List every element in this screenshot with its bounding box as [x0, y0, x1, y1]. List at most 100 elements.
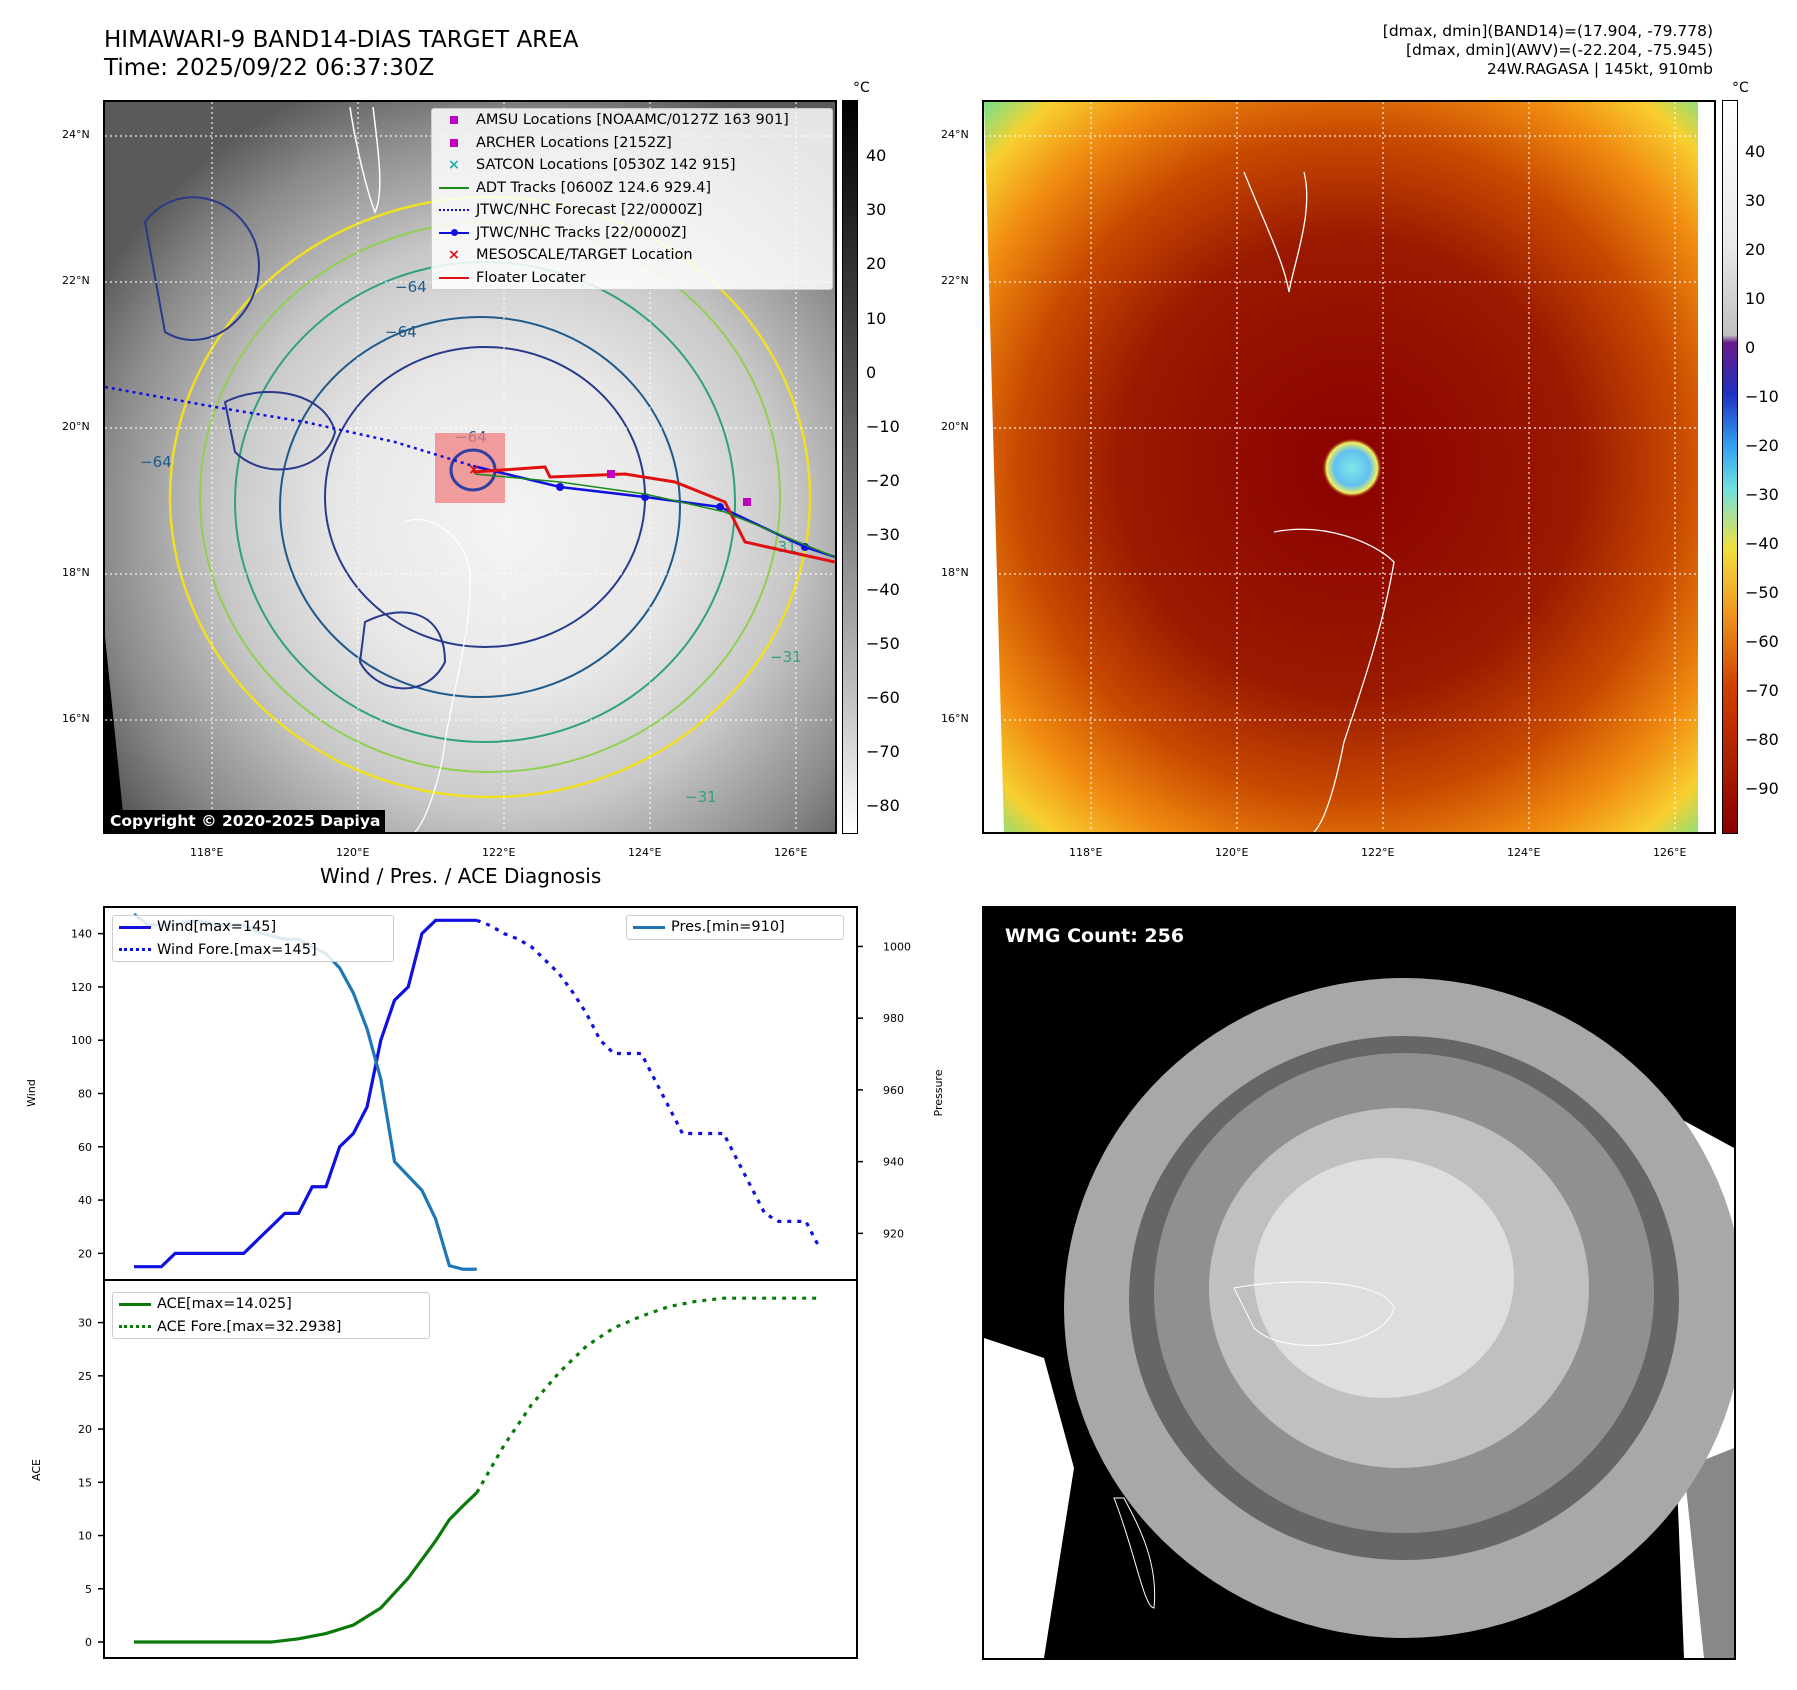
lon-tick: 120°E [1215, 846, 1249, 859]
legend-item: Wind Fore.[max=145] [113, 939, 393, 962]
legend-item: Wind[max=145] [113, 916, 393, 939]
colorbar-tick-label: 20 [866, 254, 887, 274]
legend-item: JTWC/NHC Tracks [22/0000Z] [432, 222, 832, 245]
colorbar-tick-label: −10 [1745, 387, 1779, 406]
legend-item: JTWC/NHC Forecast [22/0000Z] [432, 199, 832, 222]
pressure-y-tick-label: 920 [883, 1227, 904, 1240]
enhanced-map-panel [982, 100, 1716, 834]
colorbar-tick-label: −50 [1745, 583, 1779, 602]
lon-tick: 122°E [1361, 846, 1395, 859]
ir-colorbar [842, 100, 858, 834]
legend-item: Pres.[min=910] [627, 916, 843, 939]
ace-axis-label: ACE [30, 1459, 43, 1481]
colorbar-tick-label: −70 [866, 742, 900, 762]
forecast-track [105, 385, 474, 468]
colorbar-tick-label: −20 [866, 471, 900, 491]
lat-tick: 22°N [62, 274, 90, 287]
chart-title: Wind / Pres. / ACE Diagnosis [320, 864, 602, 888]
pressure-y-tick-label: 960 [883, 1084, 904, 1097]
lat-tick: 16°N [62, 712, 90, 725]
pressure-legend: Pres.[min=910] [626, 915, 844, 940]
ace-y-tick-label: 30 [78, 1317, 92, 1330]
colorbar-tick-label: −60 [1745, 632, 1779, 651]
series-line-0 [134, 918, 477, 1269]
pressure-y-tick-label: 980 [883, 1012, 904, 1025]
colorbar-tick-label: 10 [866, 308, 887, 328]
wind-legend: Wind[max=145] Wind Fore.[max=145] [112, 915, 394, 962]
ace-y-tick-label: 0 [85, 1636, 92, 1649]
wind-y-tick-label: 100 [71, 1034, 92, 1047]
ace-series-line-0 [134, 1491, 478, 1644]
ir-legend: AMSU Locations [NOAAMC/0127Z 163 901] AR… [431, 108, 833, 290]
wind-y-tick-label: 140 [71, 928, 92, 941]
info-awv: [dmax, dmin](AWV)=(-22.204, -75.945) [1406, 41, 1713, 59]
lon-tick: 118°E [190, 846, 224, 859]
ace-series-line-1 [475, 1296, 820, 1494]
enhanced-colorbar-unit: °C [1732, 80, 1749, 96]
contour-label: −31 [770, 648, 802, 666]
ir-colorbar-unit: °C [853, 80, 870, 96]
lat-tick: 20°N [941, 420, 969, 433]
legend-item: × MESOSCALE/TARGET Location [447, 247, 693, 264]
wmg-count-badge: WMG Count: 256 [998, 922, 1192, 950]
colorbar-tick-label: −70 [1745, 681, 1779, 700]
lat-tick: 24°N [941, 128, 969, 141]
lon-tick: 118°E [1069, 846, 1103, 859]
colorbar-tick-label: −80 [1745, 730, 1779, 749]
ace-y-tick-label: 10 [78, 1530, 92, 1543]
legend-item: Floater Locater [432, 267, 832, 290]
info-block: [dmax, dmin](BAND14)=(17.904, -79.778) [… [1383, 22, 1713, 79]
series-line-1 [476, 918, 821, 1249]
colorbar-tick-label: −60 [866, 688, 900, 707]
wmg-panel: WMG Count: 256 [982, 906, 1736, 1660]
colorbar-tick-label: 10 [1745, 289, 1766, 308]
colorbar-tick-label: −20 [1745, 436, 1779, 455]
lat-tick: 24°N [62, 128, 90, 141]
legend-item: AMSU Locations [NOAAMC/0127Z 163 901] [432, 109, 832, 132]
colorbar-tick-label: −90 [1745, 779, 1779, 798]
colorbar-tick-label: 30 [866, 200, 887, 220]
colorbar-tick-label: 40 [1745, 142, 1766, 161]
ir-map-panel: −64 −64 −64 −64 −31 −31 −31 × AMSU Locat… [103, 100, 837, 834]
colorbar-tick-label: 20 [1745, 240, 1766, 259]
floater-track [472, 465, 835, 564]
ace-y-tick-label: 20 [78, 1423, 92, 1436]
wind-plot-area [103, 906, 858, 1281]
colorbar-tick-label: −30 [866, 525, 900, 545]
lat-tick: 16°N [941, 712, 969, 725]
contour-label: −64 [140, 453, 172, 471]
figure-title: HIMAWARI-9 BAND14-DIAS TARGET AREA [104, 27, 579, 53]
enhanced-map-image [984, 102, 1714, 832]
colorbar-tick-label: 30 [1745, 191, 1766, 210]
legend-item: ACE[max=14.025] [113, 1293, 429, 1316]
wind-axis-label: Wind [25, 1079, 38, 1107]
wind-y-tick-label: 60 [78, 1141, 92, 1154]
legend-item: ADT Tracks [0600Z 124.6 929.4] [432, 177, 832, 200]
ace-chart: ACE 0 5 10 15 20 25 30 [30, 1280, 858, 1659]
contour-label: −64 [385, 323, 417, 341]
colorbar-tick-label: 40 [866, 146, 887, 165]
colorbar-tick-label: 0 [1745, 338, 1756, 357]
lat-tick: 18°N [62, 566, 90, 579]
pressure-y-tick-label: 1000 [883, 940, 911, 953]
wind-y-tick-label: 40 [78, 1194, 92, 1207]
lon-tick: 126°E [774, 846, 808, 859]
pressure-y-tick-label: 940 [883, 1156, 904, 1169]
info-storm: 24W.RAGASA | 145kt, 910mb [1486, 60, 1713, 78]
colorbar-tick-label: −50 [866, 633, 900, 653]
lon-tick: 122°E [482, 846, 516, 859]
ace-y-tick-label: 15 [78, 1476, 92, 1489]
legend-item: ACE Fore.[max=32.2938] [113, 1316, 429, 1339]
wind-y-tick-label: 80 [78, 1088, 92, 1101]
legend-item: ARCHER Locations [2152Z] [432, 132, 832, 155]
pressure-axis-label: Pressure [932, 1069, 945, 1116]
colorbar-tick-label: −80 [866, 796, 900, 816]
contour-label: −64 [395, 278, 427, 296]
lon-tick: 124°E [628, 846, 662, 859]
wmg-image [984, 908, 1734, 1658]
copyright-label: Copyright © 2020-2025 Dapiya [105, 810, 386, 832]
time-label: Time: 2025/09/22 06:37:30Z [104, 55, 435, 81]
legend-item: × SATCON Locations [0530Z 142 915] [447, 157, 736, 174]
colorbar-tick-label: −40 [866, 579, 900, 599]
colorbar-tick-label: −30 [1745, 485, 1779, 504]
